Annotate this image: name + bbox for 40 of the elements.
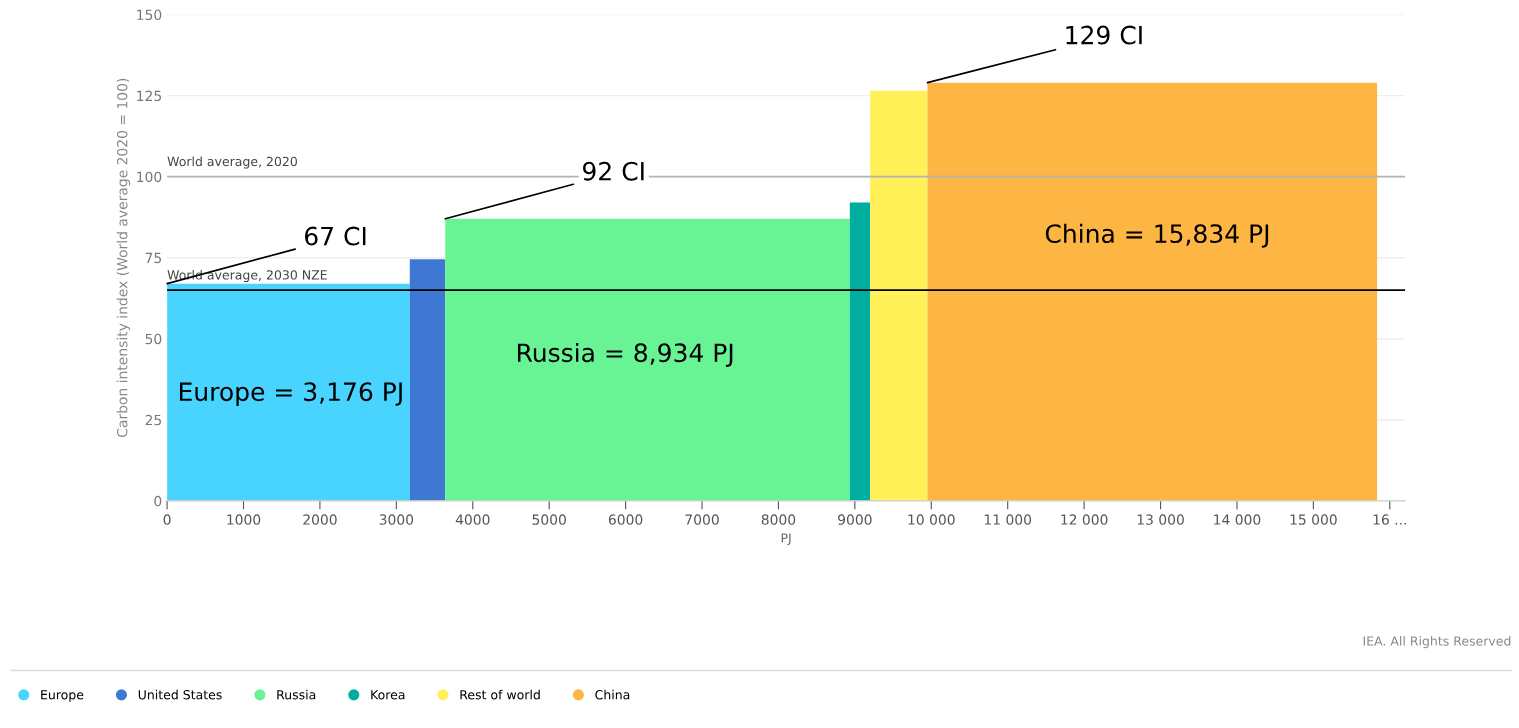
legend-label: Europe: [41, 690, 84, 702]
y-tick-label: 100: [137, 171, 162, 183]
ref-line-label: World average, 2020: [167, 156, 297, 169]
x-tick-label: 11 000: [984, 514, 1032, 525]
x-tick-label: 0: [163, 514, 171, 525]
x-tick-label: 8000: [761, 514, 796, 525]
legend-label: Korea: [371, 690, 405, 700]
x-tick-label: 3000: [379, 514, 414, 525]
x-tick-label: 9000: [838, 514, 872, 525]
x-tick-label: 2000: [303, 514, 337, 525]
legend-label: China: [595, 689, 630, 700]
x-tick-label: 7000: [685, 514, 719, 525]
x-tick-label: 4000: [455, 514, 490, 525]
y-tick-label: 0: [154, 495, 162, 507]
x-tick-label: 5000: [532, 514, 566, 525]
y-tick-label: 50: [145, 333, 162, 345]
annotation: 129 CI: [1066, 25, 1142, 45]
x-tick-label: 13 000: [1137, 514, 1184, 525]
x-tick-label: 14 000: [1214, 514, 1261, 525]
x-tick-label: 16 ...: [1373, 514, 1406, 525]
annotation: 67 CI: [305, 226, 366, 246]
y-tick-label: 125: [137, 90, 162, 102]
annotation: Russia = 8,934 PJ: [517, 342, 733, 367]
annotation: 92 CI: [583, 161, 644, 181]
y-tick-label: 25: [145, 414, 162, 426]
y-tick-label: 75: [145, 252, 162, 264]
y-axis-title: Carbon intensity index (World average 2020 = 100): [116, 78, 131, 438]
text: IEA. All Rights Reserved: [1363, 636, 1511, 649]
legend-label: Rest of world: [460, 689, 540, 700]
legend-label: Russia: [277, 689, 316, 700]
x-tick-label: 1000: [227, 514, 261, 525]
x-tick-label: 6000: [608, 514, 643, 525]
x-tick-label: 12 000: [1061, 514, 1108, 525]
annotation: China = 15,834 PJ: [1045, 223, 1269, 248]
x-tick-label: 15 000: [1290, 514, 1337, 525]
x-axis-title: PJ: [781, 533, 791, 546]
x-tick-label: 10 000: [908, 514, 955, 525]
annotation: Europe = 3,176 PJ: [179, 382, 402, 406]
legend-label: United States: [138, 689, 222, 700]
y-tick-label: 150: [137, 9, 162, 21]
